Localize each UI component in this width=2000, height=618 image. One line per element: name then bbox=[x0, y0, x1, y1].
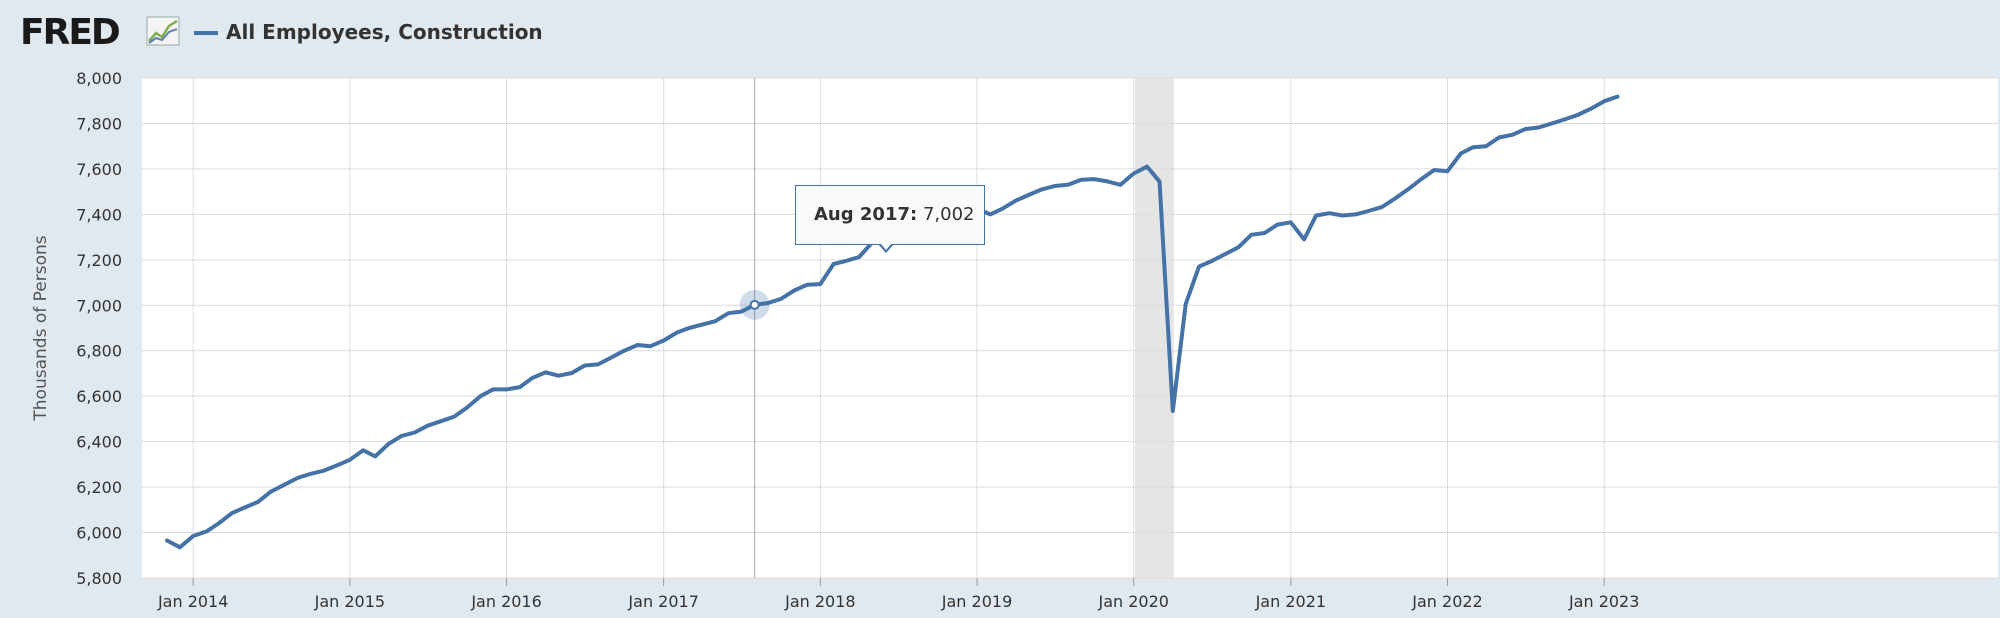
legend-swatch bbox=[194, 31, 218, 35]
y-tick-label: 6,000 bbox=[76, 524, 122, 543]
y-tick-label: 6,800 bbox=[76, 342, 122, 361]
tooltip-date: Aug 2017: bbox=[814, 204, 918, 225]
x-tick-label: Jan 2014 bbox=[157, 592, 228, 611]
y-tick-label: 5,800 bbox=[76, 569, 122, 588]
y-tick-label: 6,400 bbox=[76, 433, 122, 452]
y-axis-label: Thousands of Persons bbox=[31, 235, 51, 421]
y-tick-label: 7,800 bbox=[76, 114, 122, 133]
x-tick-label: Jan 2016 bbox=[470, 592, 541, 611]
x-tick-label: Jan 2018 bbox=[784, 592, 855, 611]
legend-series-label[interactable]: All Employees, Construction bbox=[226, 20, 543, 44]
plot-area bbox=[142, 78, 1998, 578]
y-tick-label: 6,600 bbox=[76, 387, 122, 406]
y-tick-label: 7,600 bbox=[76, 160, 122, 179]
x-tick-label: Jan 2023 bbox=[1568, 592, 1639, 611]
y-tick-label: 6,200 bbox=[76, 478, 122, 497]
fred-chart-icon bbox=[146, 16, 180, 46]
chart-header: FRED All Employees, Construction bbox=[0, 0, 2000, 66]
y-tick-label: 7,400 bbox=[76, 205, 122, 224]
fred-logo[interactable]: FRED bbox=[20, 12, 121, 53]
highlight-point[interactable] bbox=[749, 299, 760, 310]
x-tick-label: Jan 2021 bbox=[1255, 592, 1326, 611]
x-tick-label: Jan 2019 bbox=[941, 592, 1012, 611]
tooltip-arrow-inner bbox=[880, 243, 892, 250]
x-tick-label: Jan 2017 bbox=[627, 592, 698, 611]
tooltip-value: 7,002 bbox=[922, 204, 975, 225]
chart-tooltip: Aug 2017: 7,002 bbox=[795, 185, 985, 245]
y-tick-label: 7,000 bbox=[76, 296, 122, 315]
x-tick-label: Jan 2020 bbox=[1097, 592, 1168, 611]
y-tick-label: 8,000 bbox=[76, 69, 122, 88]
x-tick-label: Jan 2022 bbox=[1411, 592, 1482, 611]
x-tick-label: Jan 2015 bbox=[314, 592, 385, 611]
y-tick-label: 7,200 bbox=[76, 251, 122, 270]
